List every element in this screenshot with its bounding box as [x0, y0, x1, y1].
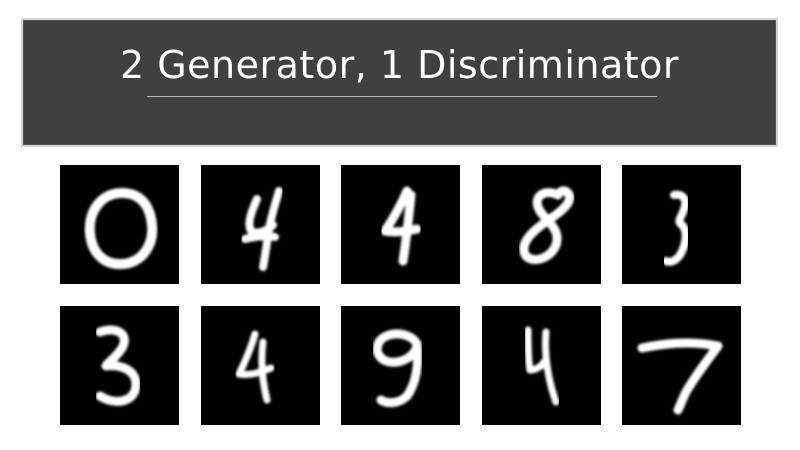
digit-glyph-5	[95, 325, 141, 406]
digit-glyph-8	[524, 326, 560, 406]
sample-image-9	[622, 306, 741, 425]
sample-image-4	[622, 165, 741, 284]
digit-glyph-4	[662, 190, 690, 266]
digit-glyph-7	[372, 329, 423, 408]
sample-image-2	[341, 165, 460, 284]
page-title: 2 Generator, 1 Discriminator	[119, 43, 680, 87]
sample-image-8	[482, 306, 601, 425]
digit-glyph-1	[241, 187, 283, 271]
digit-glyph-0	[84, 188, 158, 270]
title-underline	[147, 96, 657, 97]
sample-image-3	[482, 165, 601, 284]
digit-glyph-9	[637, 338, 723, 415]
digit-glyph-2	[380, 186, 422, 266]
sample-image-5	[60, 306, 179, 425]
digit-glyph-6	[235, 330, 275, 404]
digit-glyph-3	[519, 186, 574, 264]
sample-image-0	[60, 165, 179, 284]
sample-image-6	[201, 306, 320, 425]
sample-image-1	[201, 165, 320, 284]
title-banner: 2 Generator, 1 Discriminator	[21, 18, 778, 147]
sample-image-7	[341, 306, 460, 425]
